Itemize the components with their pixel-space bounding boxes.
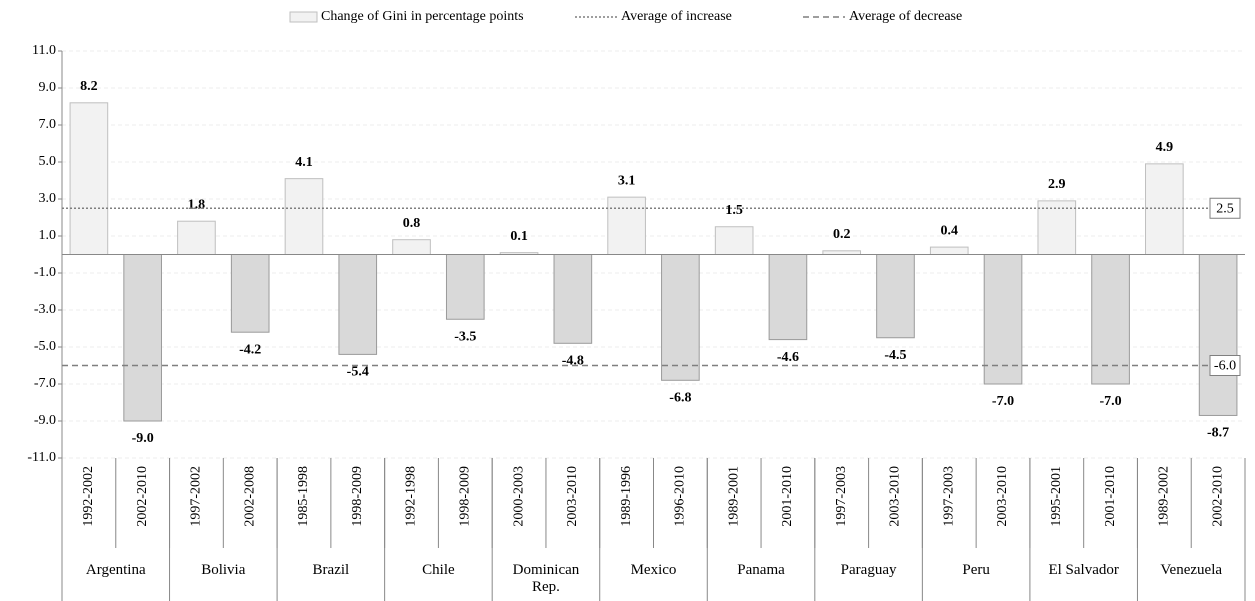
value-label: 3.1 — [618, 173, 636, 188]
y-tick-label: -3.0 — [34, 302, 56, 317]
value-label: 0.8 — [403, 216, 421, 231]
y-tick-label: 5.0 — [39, 154, 57, 169]
group-label: Paraguay — [840, 562, 897, 578]
x-tick-label: 1998-2009 — [350, 466, 365, 527]
value-label: -8.7 — [1207, 426, 1229, 441]
group-label: Argentina — [85, 562, 146, 578]
value-label: -4.6 — [777, 350, 799, 365]
value-label: 0.1 — [510, 229, 528, 244]
value-label: -3.5 — [454, 329, 476, 344]
y-tick-label: 7.0 — [39, 117, 57, 132]
x-tick-label: 1997-2003 — [834, 466, 849, 527]
bar — [284, 178, 324, 255]
bar — [983, 254, 1023, 385]
value-label: -4.5 — [884, 348, 906, 363]
x-tick-label: 1996-2010 — [673, 466, 688, 527]
y-tick-label: -1.0 — [34, 265, 56, 280]
value-label: 2.9 — [1048, 177, 1066, 192]
group-label: Mexico — [630, 562, 677, 578]
bar — [607, 196, 646, 255]
group-label: Panama — [737, 562, 785, 578]
value-label: -4.2 — [239, 342, 261, 357]
value-label: -9.0 — [132, 431, 154, 446]
x-tick-label: 1992-1998 — [404, 466, 419, 527]
x-tick-label: 1989-2002 — [1157, 466, 1172, 527]
bar — [768, 254, 808, 341]
legend-swatch — [289, 11, 318, 23]
y-tick-label: -5.0 — [34, 339, 56, 354]
y-tick-label: 9.0 — [39, 80, 57, 95]
reference-label: -6.0 — [1214, 359, 1236, 374]
y-tick-label: -9.0 — [34, 413, 56, 428]
x-tick-label: 1997-2003 — [941, 466, 956, 527]
bar — [1198, 254, 1238, 416]
x-tick-label: 2000-2003 — [511, 466, 526, 527]
group-label: El Salvador — [1048, 562, 1119, 578]
reference-label: 2.5 — [1216, 201, 1234, 216]
legend-label: Average of increase — [621, 9, 732, 24]
x-tick-label: 2002-2008 — [242, 466, 257, 527]
bar — [876, 254, 915, 339]
bar — [714, 226, 754, 255]
legend-label: Change of Gini in percentage points — [321, 9, 524, 24]
bar — [230, 254, 270, 333]
value-label: -7.0 — [1099, 394, 1121, 409]
value-label: 1.5 — [725, 203, 743, 218]
group-label: Bolivia — [201, 562, 246, 578]
value-label: 8.2 — [80, 79, 98, 94]
value-label: 4.9 — [1156, 140, 1174, 155]
value-label: -7.0 — [992, 394, 1014, 409]
x-tick-label: 2001-2010 — [1103, 466, 1118, 527]
x-tick-label: 1989-1996 — [619, 466, 634, 527]
bar — [392, 239, 431, 255]
group-label: Peru — [962, 562, 990, 578]
group-label: Brazil — [312, 562, 350, 578]
y-tick-label: 1.0 — [39, 228, 57, 243]
x-tick-label: 1998-2009 — [458, 466, 473, 527]
value-label: -6.8 — [669, 391, 691, 406]
value-label: 4.1 — [295, 155, 313, 170]
bar — [929, 246, 969, 256]
y-tick-label: 11.0 — [32, 43, 56, 58]
group-label: Chile — [422, 562, 455, 578]
x-tick-label: 1997-2002 — [189, 466, 204, 527]
x-tick-label: 2003-2010 — [565, 466, 580, 527]
reference-label-box — [1209, 355, 1241, 376]
x-tick-label: 1992-2002 — [81, 466, 96, 527]
bar — [661, 254, 700, 381]
bar — [1145, 163, 1184, 256]
value-label: 1.8 — [188, 197, 206, 212]
group-label: Dominican Rep. — [512, 562, 580, 595]
group-label: Venezuela — [1160, 562, 1223, 578]
x-tick-label: 1985-1998 — [296, 466, 311, 527]
bar — [553, 254, 593, 344]
bar — [69, 102, 109, 255]
y-tick-label: -11.0 — [27, 450, 56, 465]
y-tick-label: 3.0 — [39, 191, 57, 206]
bar — [1037, 200, 1077, 256]
reference-label-box — [1209, 197, 1241, 219]
bar — [822, 250, 862, 256]
x-tick-label: 1995-2001 — [1049, 466, 1064, 527]
x-tick-label: 2001-2010 — [780, 466, 795, 527]
value-label: -5.4 — [347, 365, 369, 380]
value-label: 0.4 — [941, 223, 959, 238]
x-tick-label: 2002-2010 — [135, 466, 150, 527]
bar — [1091, 254, 1130, 385]
bar — [445, 254, 485, 320]
x-tick-label: 2002-2010 — [1210, 466, 1225, 527]
value-label: 0.2 — [833, 227, 851, 242]
bar — [177, 220, 216, 255]
x-tick-label: 2003-2010 — [888, 466, 903, 527]
value-label: -4.8 — [562, 354, 584, 369]
legend-label: Average of decrease — [849, 9, 962, 24]
bar — [338, 254, 378, 355]
y-tick-label: -7.0 — [34, 376, 56, 391]
bar — [123, 254, 162, 422]
x-tick-label: 2003-2010 — [995, 466, 1010, 527]
x-tick-label: 1989-2001 — [726, 466, 741, 527]
